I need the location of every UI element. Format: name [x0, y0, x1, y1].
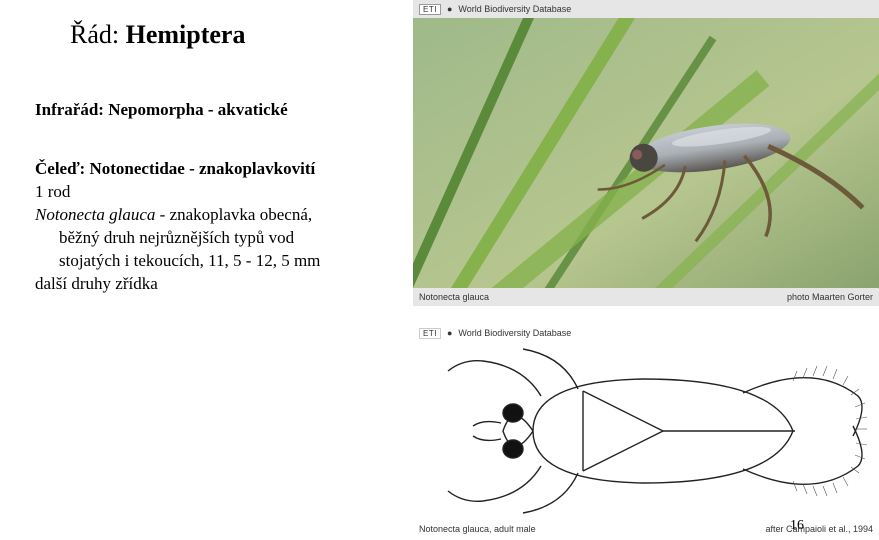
genera-line: 1 rod — [35, 181, 400, 204]
eti-logo: ETI — [419, 4, 441, 15]
photo-db-label: World Biodiversity Database — [458, 4, 571, 14]
drawing-caption-right: after Campaioli et al., 1994 — [765, 524, 873, 534]
infraorder-value: Nepomorpha - akvatické — [108, 100, 287, 119]
species-line: Notonecta glauca - znakoplavka obecná, — [35, 204, 400, 227]
family-line: Čeleď: Notonectidae - znakoplavkovití — [35, 158, 400, 181]
photo-panel: ETI ● World Biodiversity Database — [413, 0, 879, 306]
family-label: Čeleď: — [35, 159, 89, 178]
desc-line-1: běžný druh nejrůznějších typů vod — [35, 227, 400, 250]
infraorder-label: Infrařád: — [35, 100, 108, 119]
title-prefix: Řád: — [70, 20, 126, 49]
title-main: Hemiptera — [126, 20, 246, 49]
page-number: 16 — [790, 518, 804, 534]
bullet-icon: ● — [447, 4, 452, 14]
family-section: Čeleď: Notonectidae - znakoplavkovití 1 … — [35, 158, 400, 296]
family-value: Notonectidae - znakoplavkovití — [89, 159, 315, 178]
drawing-caption-left: Notonecta glauca, adult male — [419, 524, 536, 534]
photo-caption-right: photo Maarten Gorter — [787, 292, 873, 302]
drawing-panel: ETI ● World Biodiversity Database — [413, 325, 879, 540]
infraorder-line: Infrařád: Nepomorpha - akvatické — [35, 100, 400, 120]
eti-logo: ETI — [419, 328, 441, 339]
page-title: Řád: Hemiptera — [70, 20, 400, 50]
bullet-icon: ● — [447, 328, 452, 338]
species-italic: Notonecta glauca — [35, 205, 155, 224]
drawing-header: ETI ● World Biodiversity Database — [413, 325, 879, 341]
text-column: Řád: Hemiptera Infrařád: Nepomorpha - ak… — [0, 0, 410, 296]
photo-caption-left: Notonecta glauca — [419, 292, 489, 302]
species-rest: - znakoplavka obecná, — [155, 205, 312, 224]
photo-header: ETI ● World Biodiversity Database — [413, 0, 879, 18]
drawing-db-label: World Biodiversity Database — [458, 328, 571, 338]
photo-footer: Notonecta glauca photo Maarten Gorter — [413, 288, 879, 306]
other-species-line: další druhy zřídka — [35, 273, 400, 296]
drawing-image — [413, 341, 879, 521]
photo-image — [413, 18, 879, 288]
drawing-footer: Notonecta glauca, adult male after Campa… — [413, 521, 879, 537]
desc-line-2: stojatých i tekoucích, 11, 5 - 12, 5 mm — [35, 250, 400, 273]
